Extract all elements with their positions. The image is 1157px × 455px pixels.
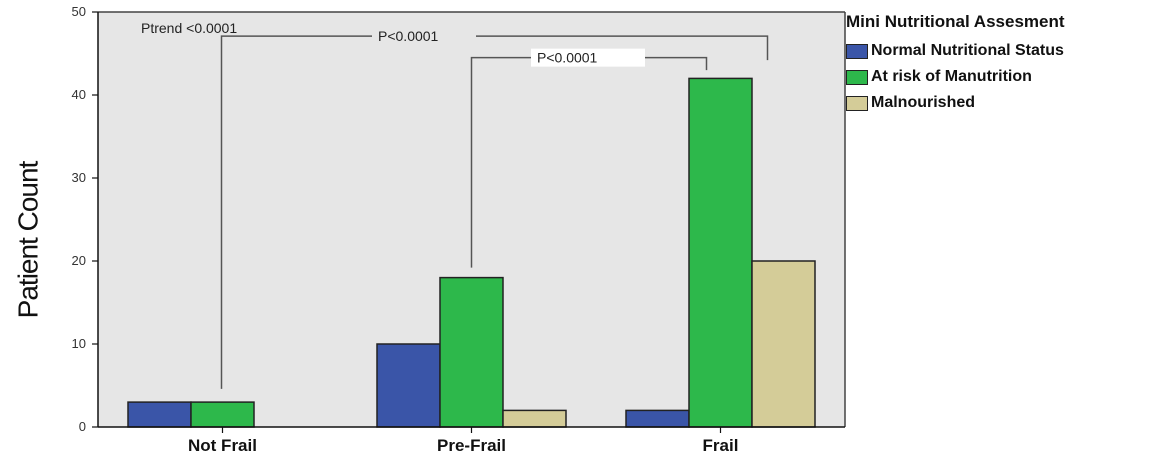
bar-0-0 bbox=[127, 401, 192, 428]
y-tick-label: 0 bbox=[79, 419, 86, 434]
x-tick-label: Not Frail bbox=[188, 436, 257, 455]
x-axis: Not Frail Pre-Frail Frail bbox=[98, 426, 845, 455]
legend-item: Normal Nutritional Status bbox=[846, 38, 1156, 64]
legend-item: Malnourished bbox=[846, 90, 1156, 116]
legend: Mini Nutritional Assesment Normal Nutrit… bbox=[846, 12, 1156, 116]
bar-1-2 bbox=[688, 77, 753, 428]
p-value-label-bg bbox=[531, 48, 645, 67]
p-value-prefrail-frail: P<0.0001 bbox=[537, 50, 598, 66]
bracket-notfrail-frail bbox=[220, 35, 769, 389]
x-tick-label: Frail bbox=[703, 436, 739, 455]
bar-2-2 bbox=[751, 260, 816, 428]
legend-swatch bbox=[846, 95, 868, 111]
plot-frame bbox=[98, 11, 846, 427]
y-tick-label: 30 bbox=[72, 170, 86, 185]
y-tick-label: 50 bbox=[72, 4, 86, 19]
legend-label: At risk of Manutrition bbox=[871, 68, 1032, 85]
legend-item: At risk of Manutrition bbox=[846, 64, 1156, 90]
legend-title: Mini Nutritional Assesment bbox=[846, 12, 1065, 31]
legend-items: Normal Nutritional Status At risk of Manu… bbox=[846, 38, 1156, 116]
x-tick-label: Pre-Frail bbox=[437, 436, 506, 455]
bar-1-1 bbox=[439, 276, 504, 428]
significance-brackets: Ptrend <0.0001 P<0.0001 P<0.0001 bbox=[141, 20, 769, 389]
legend-label: Normal Nutritional Status bbox=[871, 42, 1064, 59]
bar-2-1 bbox=[502, 409, 567, 428]
y-tick-label: 40 bbox=[72, 87, 86, 102]
y-axis-label-text: Patient Count bbox=[12, 161, 44, 319]
p-value-notfrail-frail: P<0.0001 bbox=[378, 28, 439, 44]
bar-0-1 bbox=[376, 343, 441, 428]
p-value-label-bg bbox=[372, 27, 476, 46]
bars bbox=[127, 77, 816, 428]
y-tick-label: 20 bbox=[72, 253, 86, 268]
ptrend-annotation: Ptrend <0.0001 bbox=[141, 20, 237, 36]
y-axis: 0 10 20 30 40 50 bbox=[72, 4, 99, 434]
bar-0-2 bbox=[625, 409, 690, 428]
legend-swatch bbox=[846, 69, 868, 85]
y-axis-label: Patient Count bbox=[6, 130, 50, 350]
legend-swatch bbox=[846, 43, 868, 59]
y-tick-label: 10 bbox=[72, 336, 86, 351]
legend-label: Malnourished bbox=[871, 94, 976, 111]
bar-1-0 bbox=[190, 401, 255, 428]
